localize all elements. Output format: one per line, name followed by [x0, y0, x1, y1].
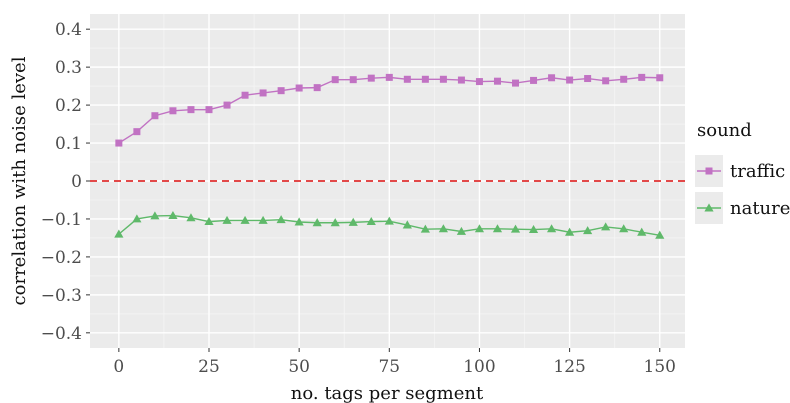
- y-tick-label: 0.4: [55, 20, 82, 40]
- data-point-nature: [348, 217, 358, 226]
- y-tick-label: 0.1: [55, 134, 82, 154]
- data-point-nature: [655, 230, 665, 239]
- data-point-nature: [258, 215, 268, 224]
- y-tick-label: 0.2: [55, 96, 82, 116]
- data-point-nature: [150, 211, 160, 220]
- data-point-traffic: [385, 73, 393, 81]
- x-tick-label: 125: [553, 357, 585, 377]
- data-point-traffic: [403, 75, 411, 83]
- data-point-nature: [583, 226, 593, 235]
- data-point-traffic: [584, 75, 592, 83]
- data-point-traffic: [115, 139, 123, 147]
- data-point-traffic: [367, 74, 375, 82]
- data-point-nature: [114, 229, 124, 238]
- legend-label-nature: nature: [730, 198, 790, 219]
- x-tick-label: 0: [113, 357, 124, 377]
- data-point-traffic: [187, 106, 195, 114]
- y-tick-label: −0.1: [41, 210, 82, 230]
- series-layer: [114, 73, 665, 239]
- x-tick-label: 75: [378, 357, 400, 377]
- legend-items: traffic nature: [695, 155, 790, 224]
- data-point-nature: [330, 218, 340, 227]
- series-nature: [114, 210, 665, 239]
- data-point-nature: [186, 213, 196, 222]
- series-traffic: [115, 73, 664, 147]
- data-point-traffic: [421, 75, 429, 83]
- data-point-traffic: [656, 74, 664, 82]
- data-point-traffic: [457, 76, 465, 84]
- data-point-traffic: [331, 76, 339, 84]
- data-point-traffic: [205, 106, 213, 114]
- data-point-nature: [492, 224, 503, 233]
- legend-title: sound: [697, 120, 752, 141]
- y-tick-label: 0.3: [55, 58, 82, 78]
- data-point-traffic: [512, 79, 520, 87]
- y-axis-title: correlation with noise level: [9, 56, 30, 305]
- data-point-nature: [276, 215, 286, 224]
- data-point-nature: [601, 222, 611, 231]
- data-point-nature: [637, 227, 647, 236]
- data-point-nature: [565, 227, 575, 236]
- x-axis: 0 25 50 75 100 125 150: [113, 348, 676, 377]
- y-tick-label: −0.4: [41, 324, 82, 344]
- data-point-traffic: [493, 77, 501, 85]
- data-point-nature: [456, 226, 467, 235]
- data-point-nature: [294, 217, 304, 226]
- data-point-traffic: [223, 101, 231, 109]
- y-tick-label: 0: [71, 172, 82, 192]
- legend-label-traffic: traffic: [730, 161, 785, 182]
- legend-key-marker: [705, 167, 713, 175]
- x-tick-label: 50: [288, 357, 310, 377]
- data-point-nature: [402, 220, 412, 229]
- data-point-traffic: [133, 128, 141, 136]
- data-point-traffic: [151, 112, 159, 120]
- legend: sound traffic nature: [695, 120, 790, 224]
- data-point-traffic: [548, 74, 556, 82]
- x-tick-label: 150: [644, 357, 676, 377]
- data-point-traffic: [295, 84, 303, 92]
- data-point-traffic: [241, 91, 249, 99]
- data-point-nature: [168, 210, 178, 219]
- data-point-nature: [528, 224, 539, 234]
- data-point-traffic: [620, 75, 628, 83]
- data-point-traffic: [475, 78, 483, 86]
- data-point-nature: [474, 224, 485, 233]
- data-point-nature: [384, 216, 394, 225]
- data-point-traffic: [602, 77, 610, 85]
- data-point-nature: [222, 215, 232, 224]
- data-point-traffic: [530, 76, 538, 84]
- legend-key-marker: [704, 203, 714, 212]
- data-point-nature: [438, 224, 448, 233]
- data-point-traffic: [566, 76, 574, 84]
- data-point-nature: [619, 224, 629, 233]
- data-point-nature: [546, 224, 557, 233]
- y-axis: 0.4 0.3 0.2 0.1 0 −0.1 −0.2 −0.3 −0.4: [41, 20, 90, 344]
- data-point-nature: [366, 217, 376, 226]
- data-point-nature: [204, 217, 214, 226]
- data-point-traffic: [313, 84, 321, 92]
- data-point-nature: [510, 224, 521, 233]
- data-point-traffic: [638, 73, 646, 81]
- x-tick-label: 100: [463, 357, 495, 377]
- data-point-nature: [420, 224, 430, 233]
- y-tick-label: −0.3: [41, 286, 82, 306]
- data-point-nature: [312, 218, 322, 227]
- y-tick-label: −0.2: [41, 248, 82, 268]
- x-tick-label: 25: [198, 357, 220, 377]
- data-point-traffic: [169, 107, 177, 115]
- data-point-nature: [240, 215, 250, 224]
- data-point-traffic: [349, 76, 357, 84]
- x-axis-title: no. tags per segment: [291, 383, 484, 403]
- data-point-traffic: [277, 87, 285, 95]
- data-point-nature: [132, 214, 142, 223]
- data-point-traffic: [259, 89, 267, 97]
- data-point-traffic: [439, 75, 447, 83]
